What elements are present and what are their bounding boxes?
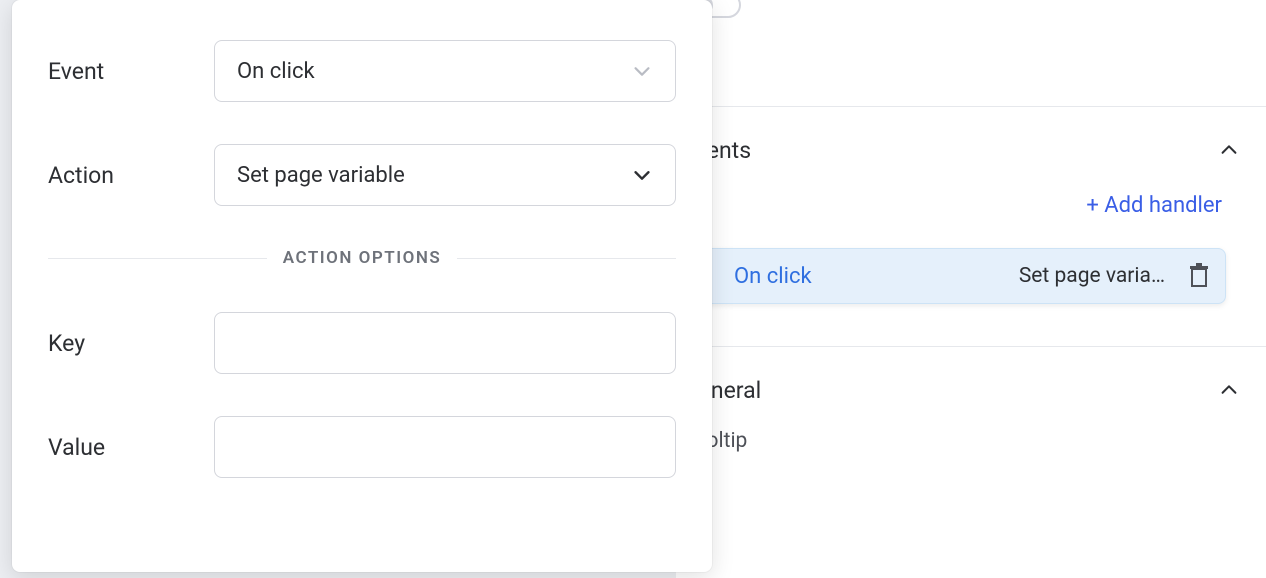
events-section: Events + Add handler On click Set page v… xyxy=(677,106,1266,304)
chevron-down-icon xyxy=(631,164,653,186)
event-label: Event xyxy=(48,58,214,85)
divider-line xyxy=(457,258,676,259)
delete-icon[interactable] xyxy=(1187,263,1211,289)
general-body: Tooltip xyxy=(677,425,1266,453)
action-label: Action xyxy=(48,162,214,189)
general-section: General Tooltip xyxy=(677,346,1266,453)
action-options-divider: ACTION OPTIONS xyxy=(48,248,676,268)
add-handler-button[interactable]: + Add handler xyxy=(1086,193,1222,218)
chevron-up-icon[interactable] xyxy=(1214,135,1244,165)
event-select[interactable]: On click xyxy=(214,40,676,102)
divider-line xyxy=(48,258,267,259)
tooltip-label: Tooltip xyxy=(683,429,1266,453)
event-row: Event On click xyxy=(48,40,676,102)
action-row: Action Set page variable xyxy=(48,144,676,206)
toggle-row xyxy=(677,0,1266,28)
divider-label: ACTION OPTIONS xyxy=(283,248,442,268)
action-select[interactable]: Set page variable xyxy=(214,144,676,206)
chevron-up-icon[interactable] xyxy=(1214,375,1244,405)
action-select-value: Set page variable xyxy=(237,163,405,188)
event-handler-popover: Event On click Action Set page variable … xyxy=(12,0,712,572)
handler-event-label: On click xyxy=(728,264,812,289)
event-handler-card[interactable]: On click Set page varia… xyxy=(677,248,1226,304)
add-handler-row: + Add handler xyxy=(677,185,1266,248)
events-section-header[interactable]: Events xyxy=(677,107,1266,185)
handler-action-label: Set page varia… xyxy=(1019,264,1165,288)
properties-panel: Events + Add handler On click Set page v… xyxy=(676,0,1266,578)
value-label: Value xyxy=(48,434,214,461)
key-row: Key xyxy=(48,312,676,374)
key-input[interactable] xyxy=(214,312,676,374)
event-select-value: On click xyxy=(237,59,315,84)
chevron-down-icon xyxy=(631,60,653,82)
value-row: Value xyxy=(48,416,676,478)
key-label: Key xyxy=(48,330,214,357)
value-input[interactable] xyxy=(214,416,676,478)
general-section-header[interactable]: General xyxy=(677,347,1266,425)
